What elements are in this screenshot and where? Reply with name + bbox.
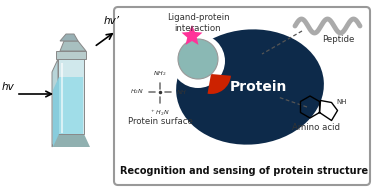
Text: $NH$: $NH$: [176, 88, 187, 96]
FancyBboxPatch shape: [114, 7, 370, 185]
Polygon shape: [60, 41, 86, 51]
Polygon shape: [59, 77, 83, 134]
Text: hv’: hv’: [104, 16, 120, 26]
Text: Protein: Protein: [229, 80, 287, 94]
Text: $H_2N$: $H_2N$: [130, 88, 144, 96]
Polygon shape: [52, 134, 90, 147]
Polygon shape: [58, 59, 84, 134]
Text: NH: NH: [337, 98, 347, 105]
Polygon shape: [52, 59, 58, 147]
Text: Amino acid: Amino acid: [292, 123, 340, 132]
Ellipse shape: [176, 29, 324, 145]
Text: Recognition and sensing of protein structure: Recognition and sensing of protein struc…: [120, 166, 368, 176]
Text: Ligand-protein
interaction: Ligand-protein interaction: [167, 13, 229, 33]
Ellipse shape: [171, 34, 225, 88]
Polygon shape: [60, 34, 78, 41]
Text: Protein surface: Protein surface: [128, 117, 193, 126]
Text: Peptide: Peptide: [322, 35, 354, 44]
Text: hv: hv: [1, 82, 14, 92]
Polygon shape: [53, 77, 59, 147]
Text: $^+H_2N$: $^+H_2N$: [150, 108, 170, 118]
Wedge shape: [208, 74, 231, 94]
Polygon shape: [181, 25, 202, 45]
Polygon shape: [56, 51, 86, 59]
Circle shape: [178, 39, 218, 79]
Text: $NH_2$: $NH_2$: [153, 69, 167, 78]
